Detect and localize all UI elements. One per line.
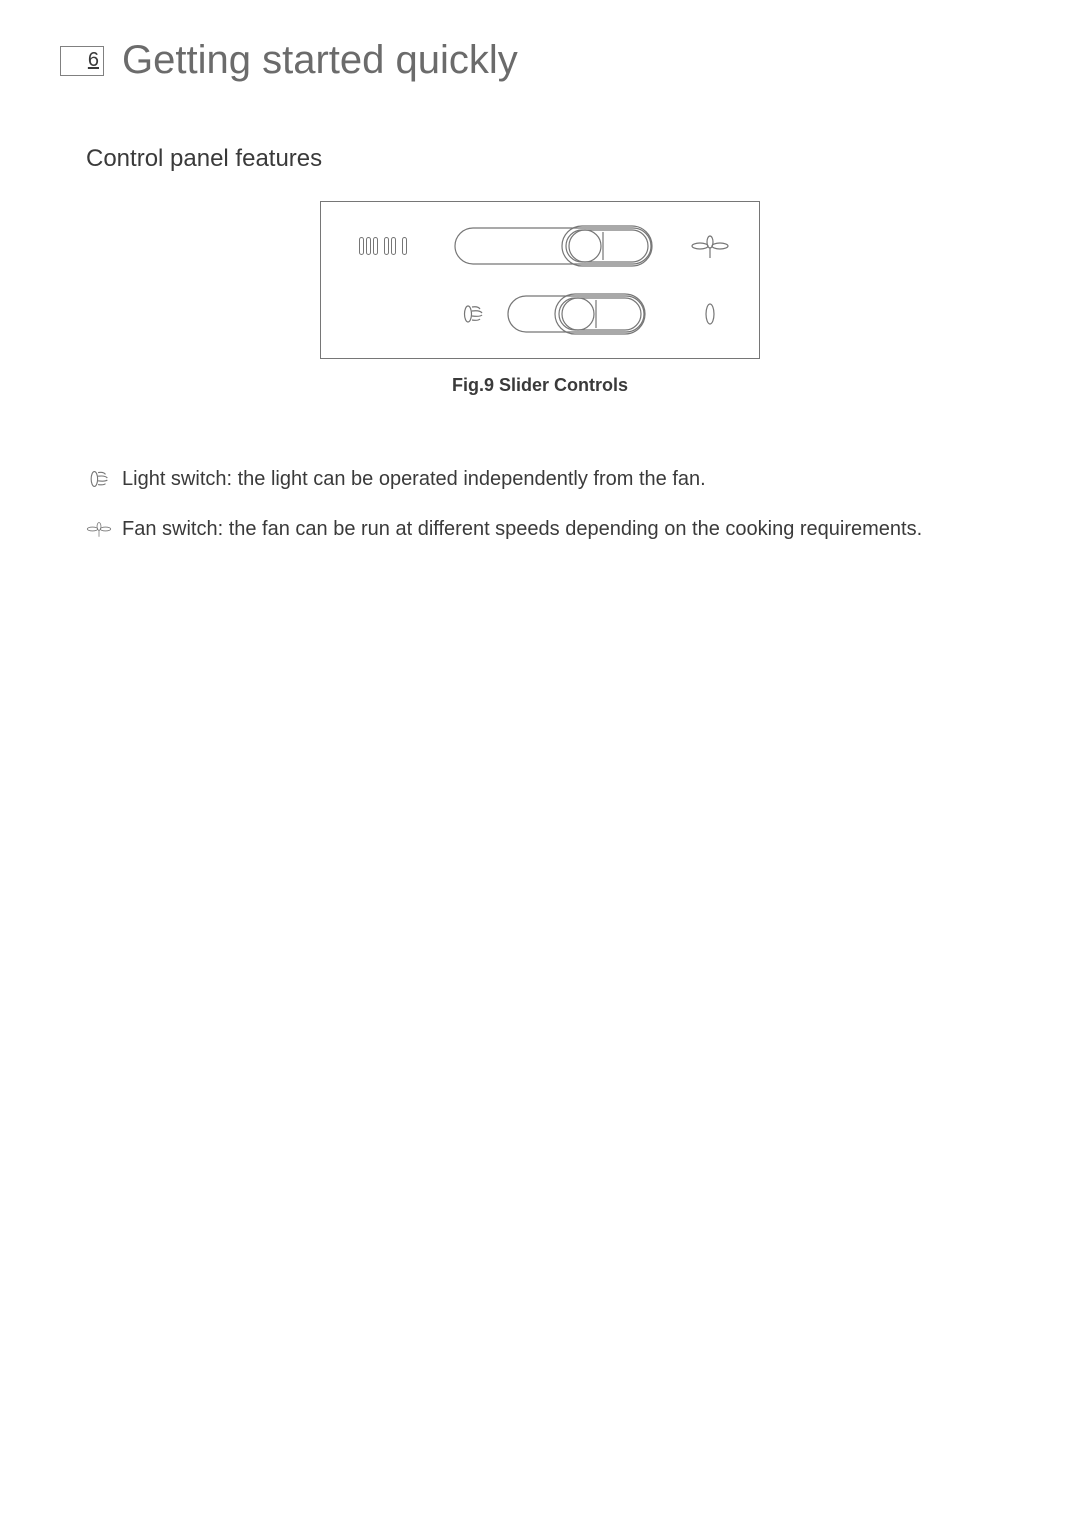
diagram-wrapper: Fig.9 Slider Controls — [86, 201, 994, 396]
fan-switch-description: Fan switch: the fan can be run at differ… — [86, 516, 994, 542]
section-heading: Control panel features — [86, 145, 994, 173]
figure-caption: Fig.9 Slider Controls — [452, 375, 628, 396]
fan-icon — [690, 231, 730, 261]
content-area: Control panel features — [0, 145, 1080, 542]
page-number-box: 6 — [60, 46, 104, 76]
page-header: 6 Getting started quickly — [0, 0, 1080, 83]
light-icon — [86, 466, 112, 492]
fan-switch-text: Fan switch: the fan can be run at differ… — [122, 518, 922, 541]
off-mark-icon — [704, 302, 716, 326]
page-number: 6 — [88, 49, 99, 72]
fan-icon — [86, 516, 112, 542]
page-title: Getting started quickly — [122, 38, 518, 83]
light-icon — [460, 301, 486, 327]
fan-slider-icon — [453, 224, 653, 268]
diagram-row-fan — [335, 224, 745, 268]
control-panel-diagram — [320, 201, 760, 359]
light-switch-text: Light switch: the light can be operated … — [122, 468, 706, 491]
light-slider-icon — [506, 292, 646, 336]
speed-indicator-marks — [335, 237, 431, 255]
light-switch-description: Light switch: the light can be operated … — [86, 466, 994, 492]
diagram-row-light — [335, 292, 745, 336]
description-list: Light switch: the light can be operated … — [86, 466, 994, 542]
